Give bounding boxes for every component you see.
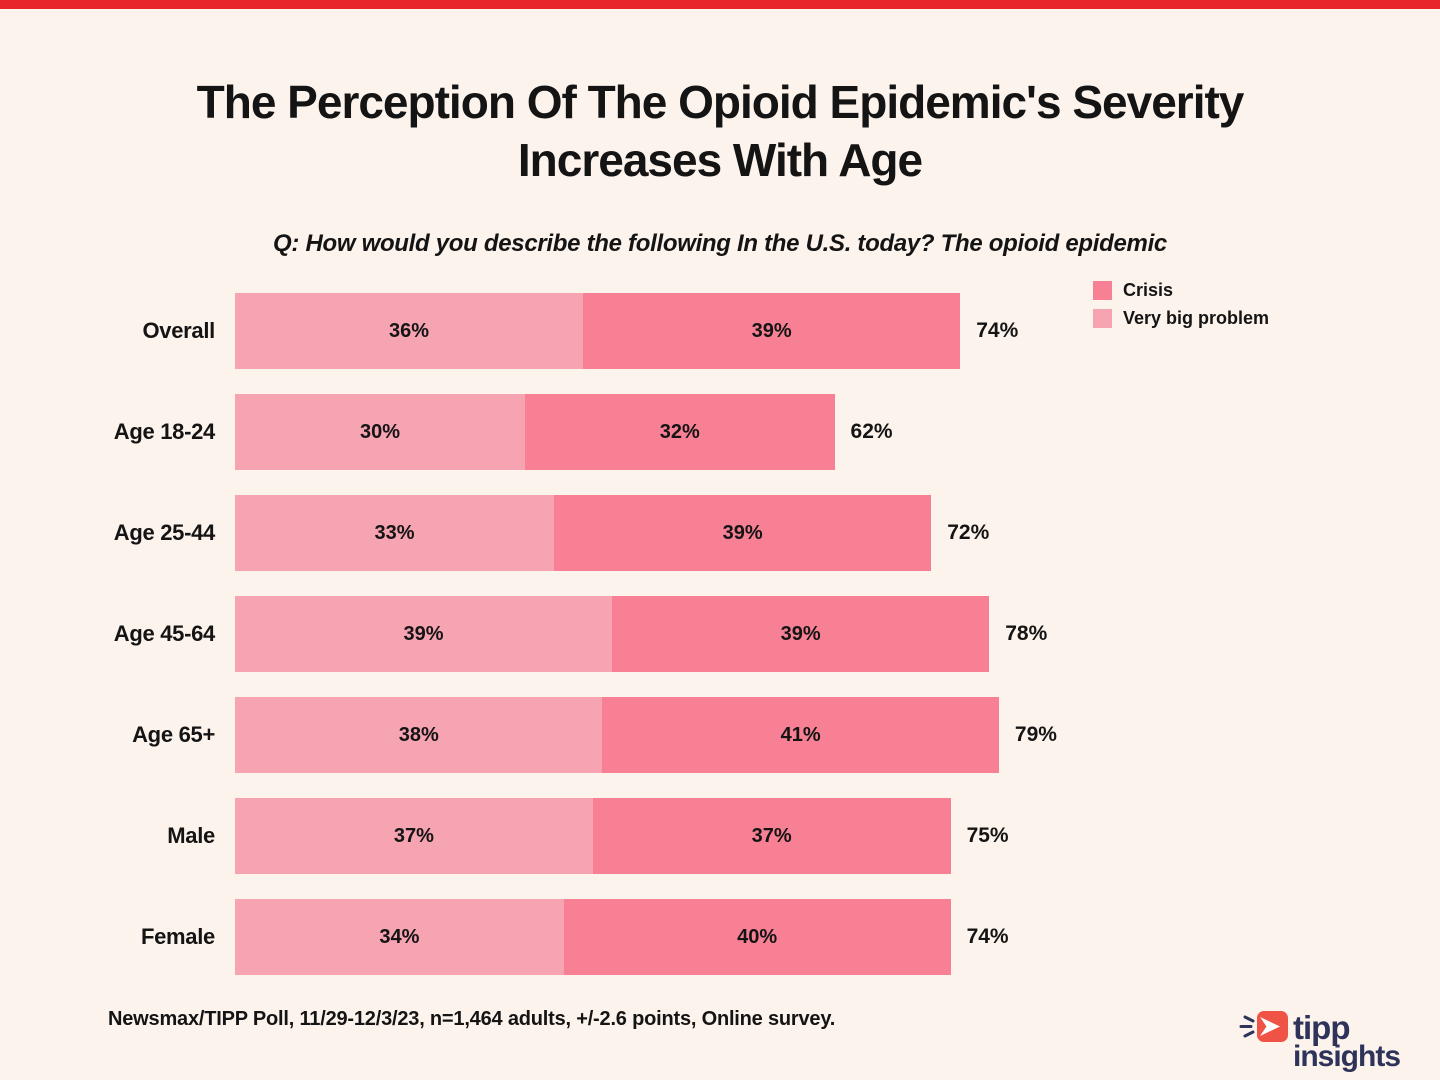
bar-segment-very-big-problem: 38%: [235, 697, 603, 773]
total-value-label: 72%: [947, 521, 990, 544]
category-label: Age 18-24: [113, 419, 216, 444]
stacked-bar: 39% 39%: [235, 596, 990, 672]
bar-segment-very-big-problem: 39%: [235, 596, 613, 672]
segment-value-label: 39%: [751, 319, 792, 342]
bar-segment-crisis: 32%: [525, 394, 835, 470]
speed-lines-icon: [1239, 1015, 1255, 1038]
legend-item-very-big-problem: Very big problem: [1093, 308, 1269, 329]
chart-title: The Perception Of The Opioid Epidemic's …: [196, 76, 1245, 186]
bar-row-overall: Overall 36% 39% 74%: [0, 293, 1440, 369]
bar-row-age-65-plus: Age 65+ 38% 41% 79%: [0, 697, 1440, 773]
segment-value-label: 37%: [393, 824, 434, 847]
bar-row-male: Male 37% 37% 75%: [0, 798, 1440, 874]
stacked-bar: 30% 32%: [235, 394, 835, 470]
tipp-insights-logo: tipp insights: [1238, 1000, 1423, 1073]
total-value-label: 74%: [976, 319, 1019, 342]
category-label: Female: [140, 924, 215, 949]
bar-row-female: Female 34% 40% 74%: [0, 899, 1440, 975]
legend-label-very-big-problem: Very big problem: [1123, 308, 1270, 328]
bar-segment-crisis: 39%: [554, 495, 932, 571]
total-value-label: 74%: [966, 925, 1009, 948]
segment-value-label: 39%: [722, 521, 763, 544]
segment-value-label: 41%: [780, 723, 821, 746]
legend-swatch-crisis: [1093, 281, 1112, 300]
segment-value-label: 38%: [398, 723, 439, 746]
bar-row-age-45-64: Age 45-64 39% 39% 78%: [0, 596, 1440, 672]
chart-legend: Crisis Very big problem: [1093, 280, 1269, 336]
bar-segment-very-big-problem: 30%: [235, 394, 526, 470]
logo-word-2: insights: [1293, 1040, 1400, 1073]
stacked-bar-chart: Overall 36% 39% 74% Age 18-24 30% 32% 62…: [0, 293, 1440, 1000]
segment-value-label: 36%: [389, 319, 430, 342]
bar-segment-very-big-problem: 36%: [235, 293, 584, 369]
chart-subtitle: Q: How would you describe the following …: [273, 230, 1167, 257]
total-value-label: 75%: [966, 824, 1009, 847]
segment-value-label: 37%: [751, 824, 792, 847]
segment-value-label: 34%: [379, 925, 420, 948]
segment-value-label: 39%: [403, 622, 444, 645]
bar-segment-crisis: 39%: [583, 293, 961, 369]
stacked-bar: 33% 39%: [235, 495, 932, 571]
category-label: Age 65+: [132, 722, 215, 747]
top-accent-bar: [0, 0, 1440, 9]
bar-segment-very-big-problem: 34%: [235, 899, 564, 975]
bar-segment-crisis: 39%: [612, 596, 990, 672]
legend-swatch-very-big-problem: [1093, 309, 1112, 328]
total-value-label: 78%: [1005, 622, 1048, 645]
tipp-arrow-icon: [1257, 1011, 1288, 1042]
source-note: Newsmax/TIPP Poll, 11/29-12/3/23, n=1,46…: [108, 1008, 836, 1030]
category-label: Age 25-44: [113, 520, 216, 545]
logo-word-1: tipp: [1293, 1009, 1349, 1046]
category-label: Male: [167, 823, 215, 848]
stacked-bar: 37% 37%: [235, 798, 951, 874]
bar-segment-very-big-problem: 37%: [235, 798, 593, 874]
segment-value-label: 39%: [780, 622, 821, 645]
stacked-bar: 38% 41%: [235, 697, 999, 773]
legend-label-crisis: Crisis: [1123, 280, 1174, 300]
segment-value-label: 40%: [737, 925, 778, 948]
bar-row-age-18-24: Age 18-24 30% 32% 62%: [0, 394, 1440, 470]
total-value-label: 62%: [850, 420, 893, 443]
category-label: Overall: [142, 318, 215, 343]
bar-segment-crisis: 40%: [563, 899, 951, 975]
stacked-bar: 36% 39%: [235, 293, 961, 369]
segment-value-label: 33%: [374, 521, 415, 544]
legend-item-crisis: Crisis: [1093, 280, 1269, 301]
bar-row-age-25-44: Age 25-44 33% 39% 72%: [0, 495, 1440, 571]
segment-value-label: 32%: [659, 420, 700, 443]
bar-segment-crisis: 41%: [602, 697, 999, 773]
category-label: Age 45-64: [113, 621, 216, 646]
stacked-bar: 34% 40%: [235, 899, 951, 975]
segment-value-label: 30%: [360, 420, 401, 443]
total-value-label: 79%: [1014, 723, 1057, 746]
bar-segment-crisis: 37%: [592, 798, 951, 874]
bar-segment-very-big-problem: 33%: [235, 495, 555, 571]
